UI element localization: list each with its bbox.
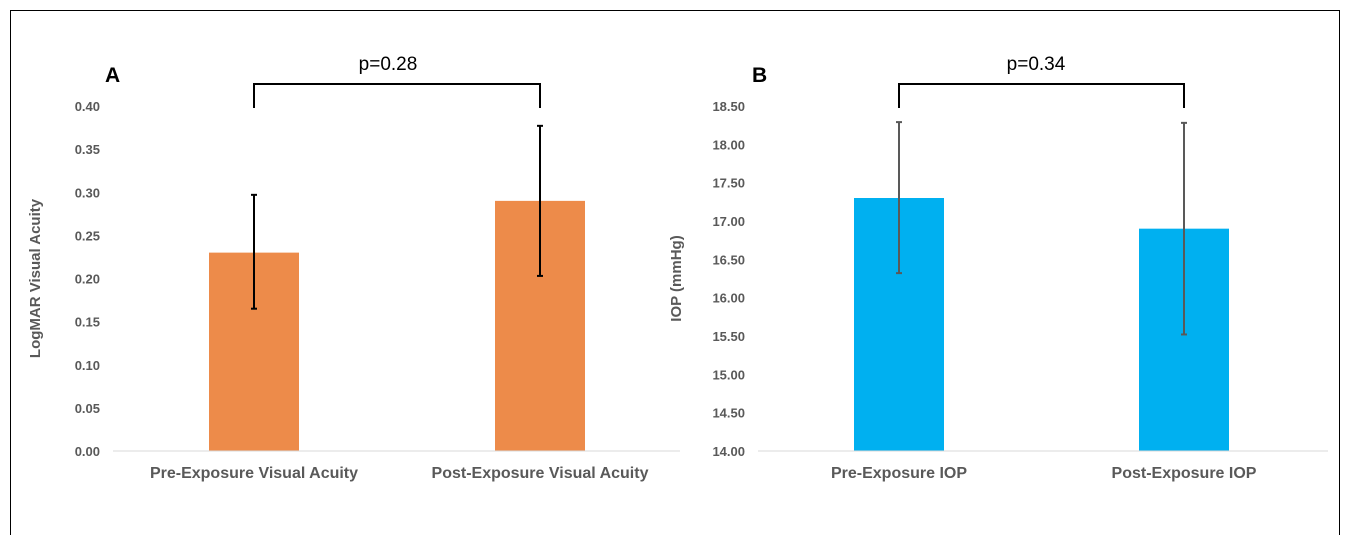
panel-b-ytick-label: 14.50 xyxy=(712,406,745,421)
panel-b-ytick-label: 17.50 xyxy=(712,176,745,191)
panel-b-ytick-label: 15.50 xyxy=(712,329,745,344)
panel-b-ytick-label: 14.00 xyxy=(712,444,745,459)
panel-b-ytick-label: 18.00 xyxy=(712,137,745,152)
panel-a-ytick-label: 0.35 xyxy=(75,142,100,157)
panel-b-ytick-label: 15.00 xyxy=(712,367,745,382)
panel-b-category-label: Pre-Exposure IOP xyxy=(831,465,967,482)
panel-b-ytick-label: 18.50 xyxy=(712,99,745,114)
panel-b-category-label: Post-Exposure IOP xyxy=(1112,465,1257,482)
panel-a-significance-bracket xyxy=(253,83,541,108)
panel-b-y-axis-title: IOP (mmHg) xyxy=(668,235,685,321)
panel-a-p-value: p=0.28 xyxy=(359,54,418,75)
panel-b-ytick-label: 17.00 xyxy=(712,214,745,229)
panel-a-ytick-label: 0.25 xyxy=(75,228,100,243)
panel-a-category-label: Post-Exposure Visual Acuity xyxy=(432,465,649,482)
panel-b-significance-bracket xyxy=(898,83,1185,108)
panel-a-ytick-label: 0.00 xyxy=(75,444,100,459)
panel-b-ytick-label: 16.50 xyxy=(712,252,745,267)
figure-frame xyxy=(10,10,1340,535)
panel-a-ytick-label: 0.05 xyxy=(75,401,100,416)
panel-a-ytick-label: 0.10 xyxy=(75,358,100,373)
panel-a-ytick-label: 0.20 xyxy=(75,272,100,287)
panel-a-ytick-label: 0.40 xyxy=(75,99,100,114)
panel-b-p-value: p=0.34 xyxy=(1007,54,1066,75)
panel-a-y-axis-title: LogMAR Visual Acuity xyxy=(27,198,44,358)
panel-a-ytick-label: 0.15 xyxy=(75,315,100,330)
panel-a-letter: A xyxy=(105,64,120,87)
panel-a-ytick-label: 0.30 xyxy=(75,185,100,200)
panel-a-category-label: Pre-Exposure Visual Acuity xyxy=(150,465,358,482)
panel-b-letter: B xyxy=(752,64,767,87)
panel-b-ytick-label: 16.00 xyxy=(712,291,745,306)
